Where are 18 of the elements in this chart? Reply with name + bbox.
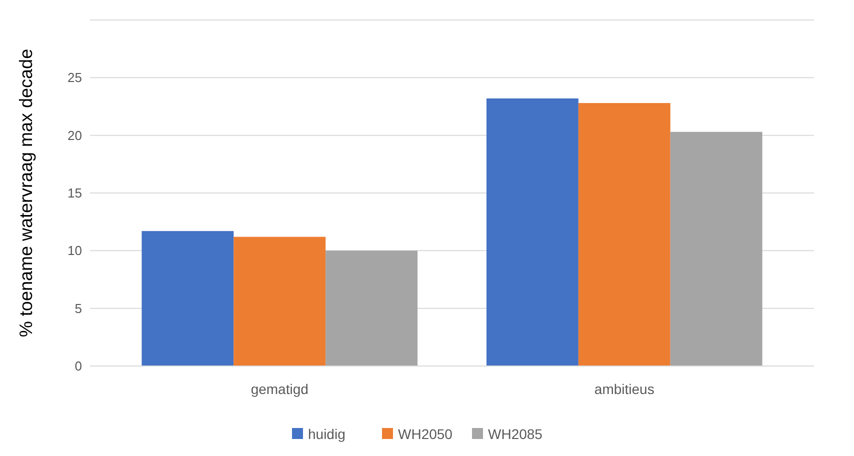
y-tick-label: 0 — [74, 358, 82, 374]
y-tick-label: 10 — [68, 243, 82, 258]
y-tick-label: 5 — [74, 300, 82, 316]
bar — [670, 132, 762, 366]
legend-label: WH2085 — [488, 426, 543, 442]
legend-label: WH2050 — [398, 426, 453, 442]
legend-label: huidig — [308, 426, 346, 442]
bar — [326, 250, 418, 366]
y-axis-title: % toename watervraag max decade — [16, 48, 36, 338]
y-tick-label: 25 — [68, 70, 82, 86]
x-tick-label: ambitieus — [594, 381, 654, 397]
y-tick-label: 20 — [68, 128, 82, 143]
x-tick-label: gematigd — [250, 381, 308, 397]
bar — [142, 231, 234, 366]
bar — [486, 98, 578, 366]
bar — [578, 103, 670, 366]
bar — [234, 236, 326, 366]
y-tick-label: 15 — [68, 186, 82, 201]
